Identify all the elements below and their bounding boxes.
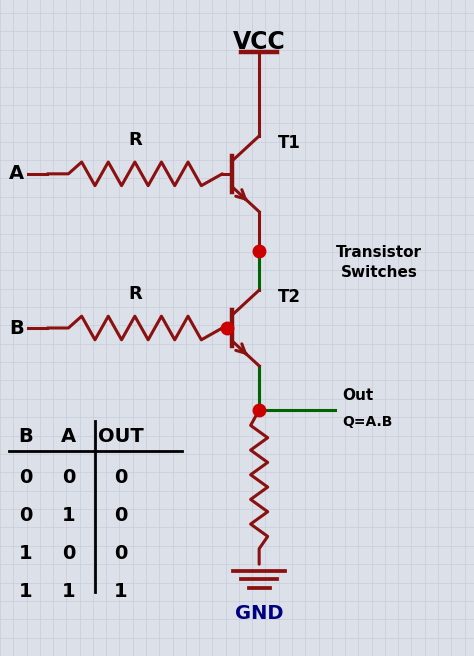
Text: R: R [128,285,142,303]
Text: VCC: VCC [233,30,285,54]
Text: 0: 0 [114,506,128,525]
Text: Q=A.B: Q=A.B [342,415,392,429]
Text: T1: T1 [278,134,301,152]
Text: GND: GND [235,604,283,623]
Text: 0: 0 [62,544,75,563]
Text: 0: 0 [114,544,128,563]
Text: 1: 1 [19,583,33,601]
Text: Transistor
Switches: Transistor Switches [336,245,422,280]
Text: 1: 1 [62,583,75,601]
Text: 0: 0 [19,468,33,487]
Text: A: A [9,165,24,183]
Text: B: B [9,319,24,337]
Text: 1: 1 [19,544,33,563]
Text: 1: 1 [114,583,128,601]
Text: B: B [18,427,34,445]
Text: Out: Out [342,388,374,403]
Text: R: R [128,131,142,149]
Text: 0: 0 [62,468,75,487]
Text: T2: T2 [278,289,301,306]
Text: A: A [61,427,76,445]
Text: 1: 1 [62,506,75,525]
Text: 0: 0 [19,506,33,525]
Text: 0: 0 [114,468,128,487]
Text: OUT: OUT [98,427,144,445]
